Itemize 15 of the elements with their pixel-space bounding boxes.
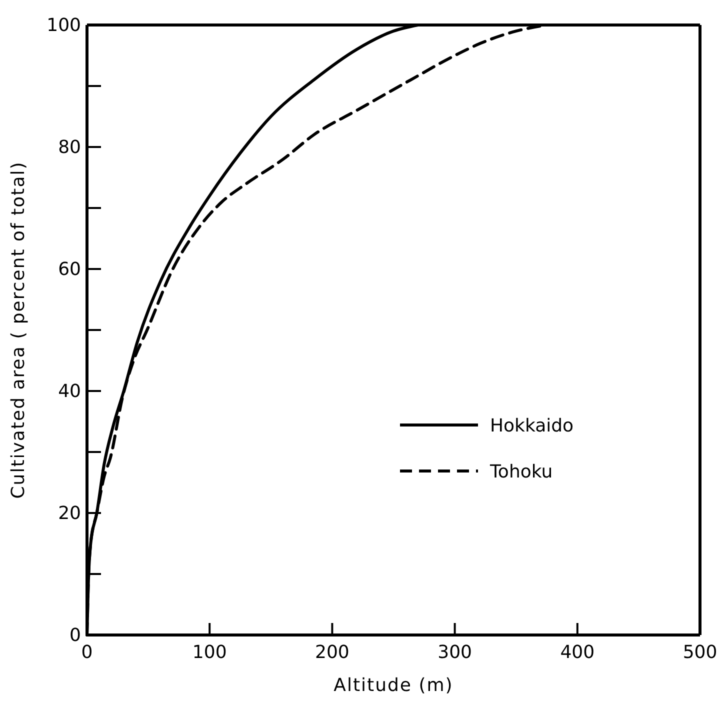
x-axis-title: Altitude (m)	[334, 675, 454, 696]
y-tick-label: 20	[58, 502, 81, 524]
y-tick-label: 100	[46, 14, 81, 36]
x-tick-label: 200	[315, 642, 350, 663]
legend-label: Hokkaido	[490, 415, 574, 436]
y-tick-label: 40	[58, 380, 81, 402]
y-axis-title: Cultivated area ( percent of total)	[8, 161, 29, 499]
x-tick-label: 400	[560, 642, 595, 663]
legend-label: Tohoku	[489, 461, 553, 482]
y-tick-label: 0	[70, 624, 81, 646]
x-tick-label: 300	[438, 642, 472, 663]
x-tick-label: 100	[192, 642, 227, 663]
y-tick-label: 60	[58, 258, 81, 280]
y-tick-label: 80	[58, 136, 81, 158]
x-tick-label: 500	[682, 642, 718, 663]
